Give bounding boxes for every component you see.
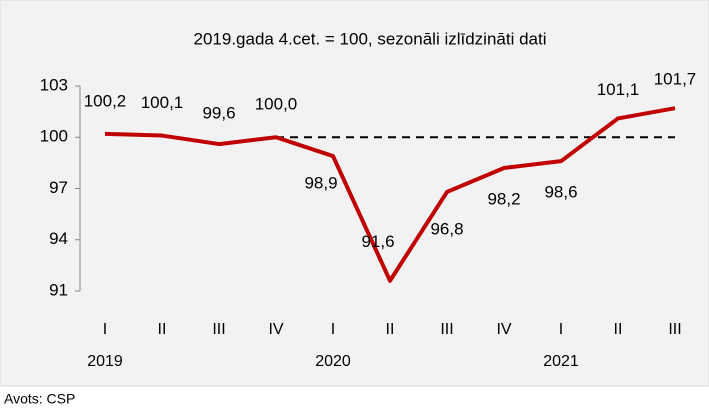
y-tick-label: 94 bbox=[49, 229, 68, 248]
x-tick-label: I bbox=[559, 321, 563, 338]
x-tick-label: II bbox=[158, 321, 167, 338]
data-label: 98,9 bbox=[304, 174, 337, 193]
data-label: 100,2 bbox=[84, 91, 127, 110]
data-label: 98,2 bbox=[487, 189, 520, 208]
data-label: 101,1 bbox=[597, 80, 640, 99]
y-tick-label: 103 bbox=[40, 75, 68, 94]
data-label: 100,1 bbox=[141, 93, 184, 112]
x-tick-label: I bbox=[103, 321, 107, 338]
chart-background bbox=[0, 0, 709, 387]
x-tick-label: II bbox=[386, 321, 395, 338]
data-line bbox=[104, 106, 676, 283]
x-tick-label: IV bbox=[268, 321, 283, 338]
data-label: 98,6 bbox=[544, 183, 577, 202]
x-tick-label: IV bbox=[496, 321, 511, 338]
year-label: 2021 bbox=[543, 353, 579, 370]
y-tick-label: 100 bbox=[40, 127, 68, 146]
x-tick-label: III bbox=[668, 321, 681, 338]
x-tick-label: I bbox=[331, 321, 335, 338]
x-tick-label: II bbox=[614, 321, 623, 338]
x-tick-label: III bbox=[440, 321, 453, 338]
year-label: 2019 bbox=[87, 353, 123, 370]
data-label: 91,6 bbox=[361, 232, 394, 251]
data-label: 96,8 bbox=[430, 219, 463, 238]
source: Avots: CSP bbox=[4, 391, 75, 407]
data-label: 101,7 bbox=[654, 70, 697, 89]
year-label: 2020 bbox=[315, 353, 351, 370]
x-tick-label: III bbox=[212, 321, 225, 338]
data-label: 99,6 bbox=[202, 104, 235, 123]
y-tick-label: 97 bbox=[49, 178, 68, 197]
y-tick-label: 91 bbox=[49, 280, 68, 299]
data-label: 100,0 bbox=[255, 95, 298, 114]
chart-title: 2019.gada 4.cet. = 100, sezonāli izlīdzi… bbox=[194, 29, 547, 48]
